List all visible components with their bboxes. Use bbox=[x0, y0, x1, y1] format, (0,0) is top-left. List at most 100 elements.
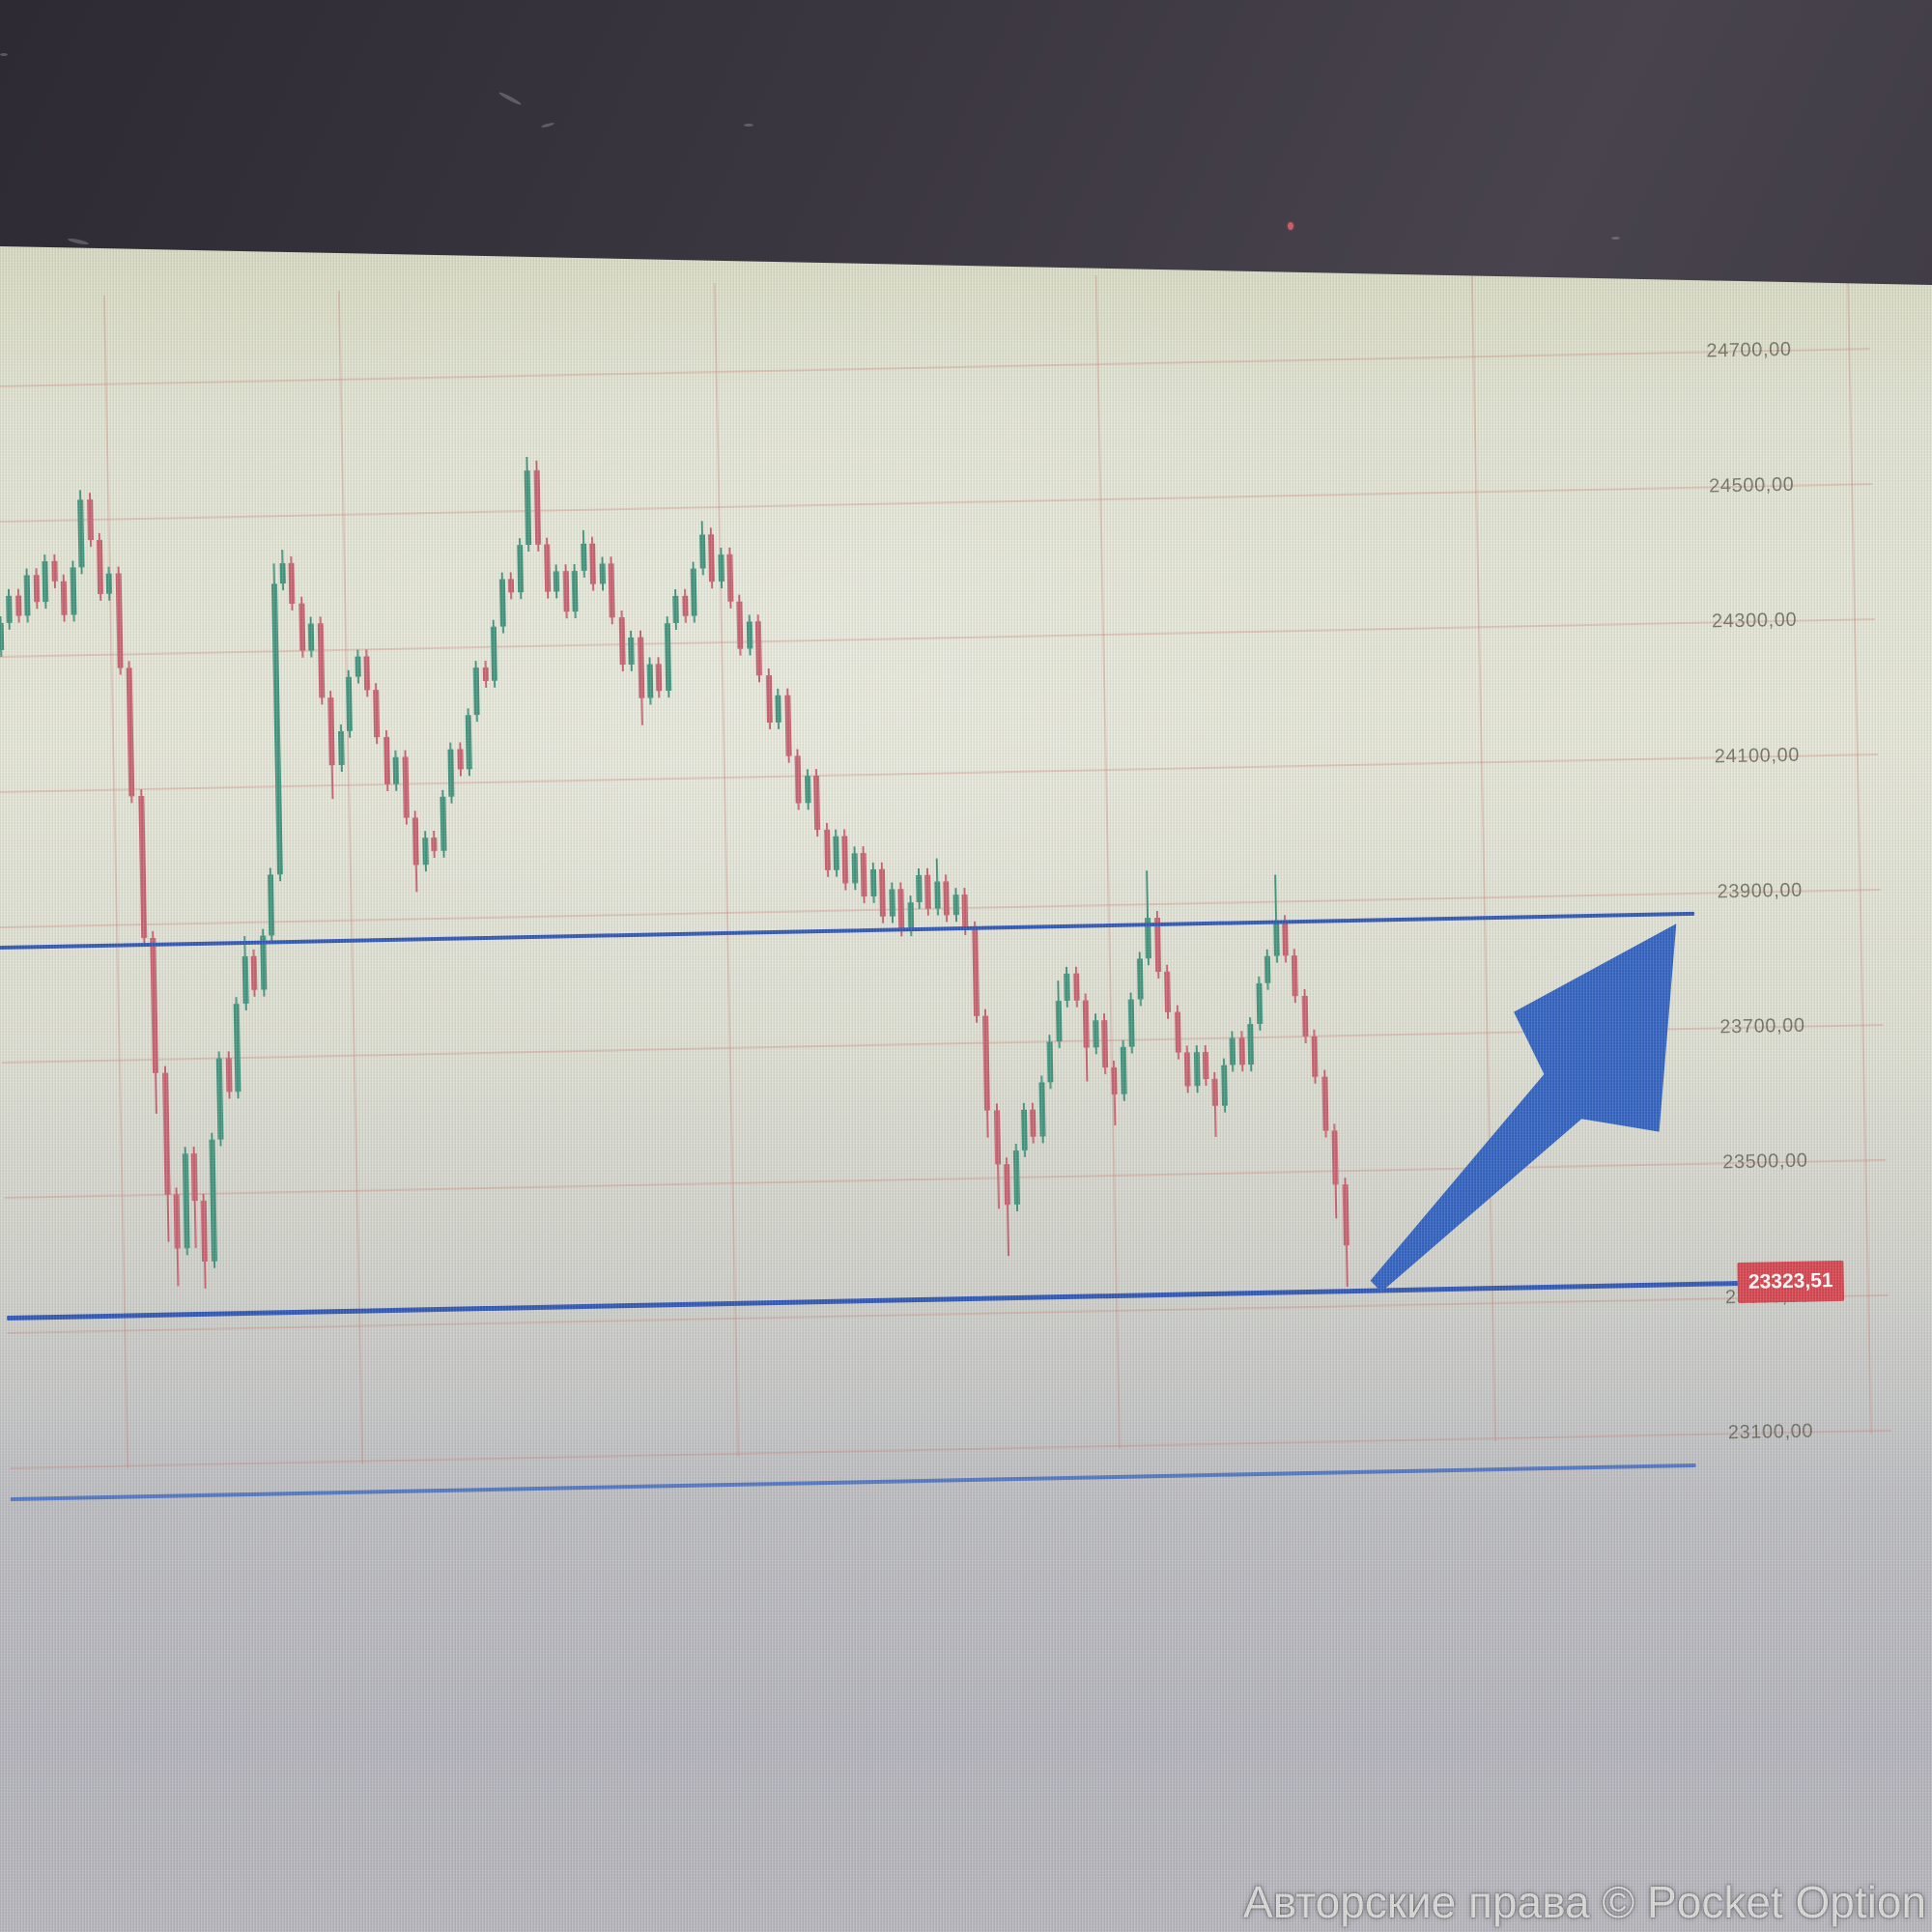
candle-bullish bbox=[209, 1139, 217, 1262]
price-axis-label: 23500,00 bbox=[1722, 1150, 1808, 1174]
candle-bullish bbox=[851, 852, 859, 884]
candle-bearish bbox=[1030, 1109, 1037, 1137]
candle-bullish bbox=[354, 656, 361, 677]
candle-bullish bbox=[516, 545, 524, 593]
candle-bearish bbox=[60, 581, 68, 615]
candle-bearish bbox=[1111, 1066, 1119, 1094]
candle-bullish bbox=[308, 623, 315, 651]
candle-bearish bbox=[823, 829, 831, 870]
candle-bearish bbox=[765, 674, 773, 724]
candle-bearish bbox=[225, 1058, 233, 1093]
dust-speck bbox=[540, 122, 555, 128]
candle-bearish bbox=[562, 571, 570, 612]
horizontal-gridline bbox=[1, 1023, 1884, 1065]
dust-speck bbox=[744, 124, 753, 127]
candle-bullish bbox=[1256, 982, 1263, 1024]
candle-bullish bbox=[279, 563, 286, 584]
vertical-gridline bbox=[1094, 275, 1122, 1449]
current-price-tag: 23323,51 bbox=[1737, 1260, 1845, 1303]
horizontal-gridline bbox=[10, 1429, 1891, 1469]
candle-bearish bbox=[456, 749, 464, 770]
candle-bearish bbox=[482, 667, 489, 681]
vertical-gridline bbox=[337, 290, 364, 1464]
candle-bullish bbox=[473, 668, 481, 716]
candle-bullish bbox=[934, 881, 941, 909]
price-axis-label: 24100,00 bbox=[1714, 744, 1801, 768]
candle-bullish bbox=[554, 571, 560, 592]
vertical-gridline bbox=[713, 283, 740, 1457]
candle-bullish bbox=[1247, 1024, 1255, 1065]
candle-bearish bbox=[726, 554, 734, 602]
dust-speck bbox=[497, 91, 523, 106]
candle-bullish bbox=[1136, 958, 1144, 1000]
horizontal-gridline bbox=[0, 618, 1876, 659]
candle-bullish bbox=[1220, 1065, 1228, 1106]
candle-bearish bbox=[982, 1015, 991, 1111]
candle-bearish bbox=[860, 852, 867, 897]
candle-bearish bbox=[1331, 1130, 1339, 1185]
price-axis-label: 23100,00 bbox=[1727, 1420, 1814, 1444]
candle-bearish bbox=[1311, 1036, 1319, 1077]
candle-bullish bbox=[524, 469, 532, 546]
price-axis-label: 24300,00 bbox=[1711, 609, 1798, 633]
candle-bullish bbox=[804, 776, 811, 804]
candle-bearish bbox=[682, 595, 689, 616]
candle-bearish bbox=[1082, 1000, 1090, 1048]
candle-bearish bbox=[993, 1110, 1001, 1165]
candle-bullish bbox=[580, 543, 587, 571]
candle-bullish bbox=[664, 623, 672, 692]
candle-bearish bbox=[1301, 995, 1309, 1037]
candle-bearish bbox=[161, 1072, 171, 1195]
horizontal-gridline bbox=[0, 483, 1873, 524]
candle-bullish bbox=[6, 595, 14, 623]
candle-bearish bbox=[402, 756, 410, 818]
candle-bearish bbox=[373, 690, 381, 738]
candle-bullish bbox=[952, 895, 959, 916]
candle-bullish bbox=[447, 749, 455, 797]
price-axis-label: 23900,00 bbox=[1717, 879, 1804, 903]
candle-bearish bbox=[1292, 955, 1299, 997]
candle-bearish bbox=[736, 601, 744, 649]
candle-bullish bbox=[70, 567, 77, 615]
candle-bullish bbox=[24, 575, 31, 616]
red-pixel-speck bbox=[1288, 222, 1293, 230]
candle-bullish bbox=[599, 563, 606, 584]
candle-bearish bbox=[508, 579, 515, 593]
vertical-gridline bbox=[1846, 260, 1872, 1435]
candle-bullish bbox=[916, 874, 923, 903]
candle-bearish bbox=[755, 621, 763, 676]
candle-bearish bbox=[813, 776, 821, 831]
dust-speck bbox=[0, 53, 8, 56]
candle-bearish bbox=[637, 637, 644, 698]
candle-bearish bbox=[115, 573, 124, 668]
price-axis-label: 24500,00 bbox=[1708, 473, 1795, 497]
support-line[interactable] bbox=[10, 1463, 1696, 1501]
vertical-gridline bbox=[102, 295, 129, 1469]
candle-bearish bbox=[618, 617, 626, 666]
candle-bearish bbox=[1004, 1164, 1011, 1206]
resistance-line[interactable] bbox=[0, 911, 1695, 951]
candle-bullish bbox=[907, 902, 914, 930]
candle-bullish bbox=[1012, 1150, 1020, 1206]
candle-bullish bbox=[889, 889, 895, 917]
candle-bullish bbox=[1264, 955, 1271, 983]
candle-bullish bbox=[242, 955, 249, 1005]
candle-bearish bbox=[384, 736, 390, 785]
candle-bearish bbox=[1072, 973, 1080, 1001]
candle-bearish bbox=[1211, 1078, 1219, 1106]
candle-bearish bbox=[1238, 1037, 1245, 1065]
candle-bullish bbox=[717, 554, 724, 582]
candle-bearish bbox=[1202, 1051, 1209, 1080]
candle-bullish bbox=[392, 756, 400, 784]
candle-bearish bbox=[33, 575, 41, 603]
candle-bullish bbox=[268, 874, 275, 936]
dust-speck bbox=[1611, 237, 1620, 240]
candle-bearish bbox=[86, 499, 94, 541]
candle-bullish bbox=[1092, 1020, 1099, 1048]
candle-bullish bbox=[491, 626, 498, 681]
candle-bearish bbox=[533, 469, 541, 545]
candle-bullish bbox=[498, 579, 506, 627]
monitor-bezel bbox=[0, 0, 1932, 285]
